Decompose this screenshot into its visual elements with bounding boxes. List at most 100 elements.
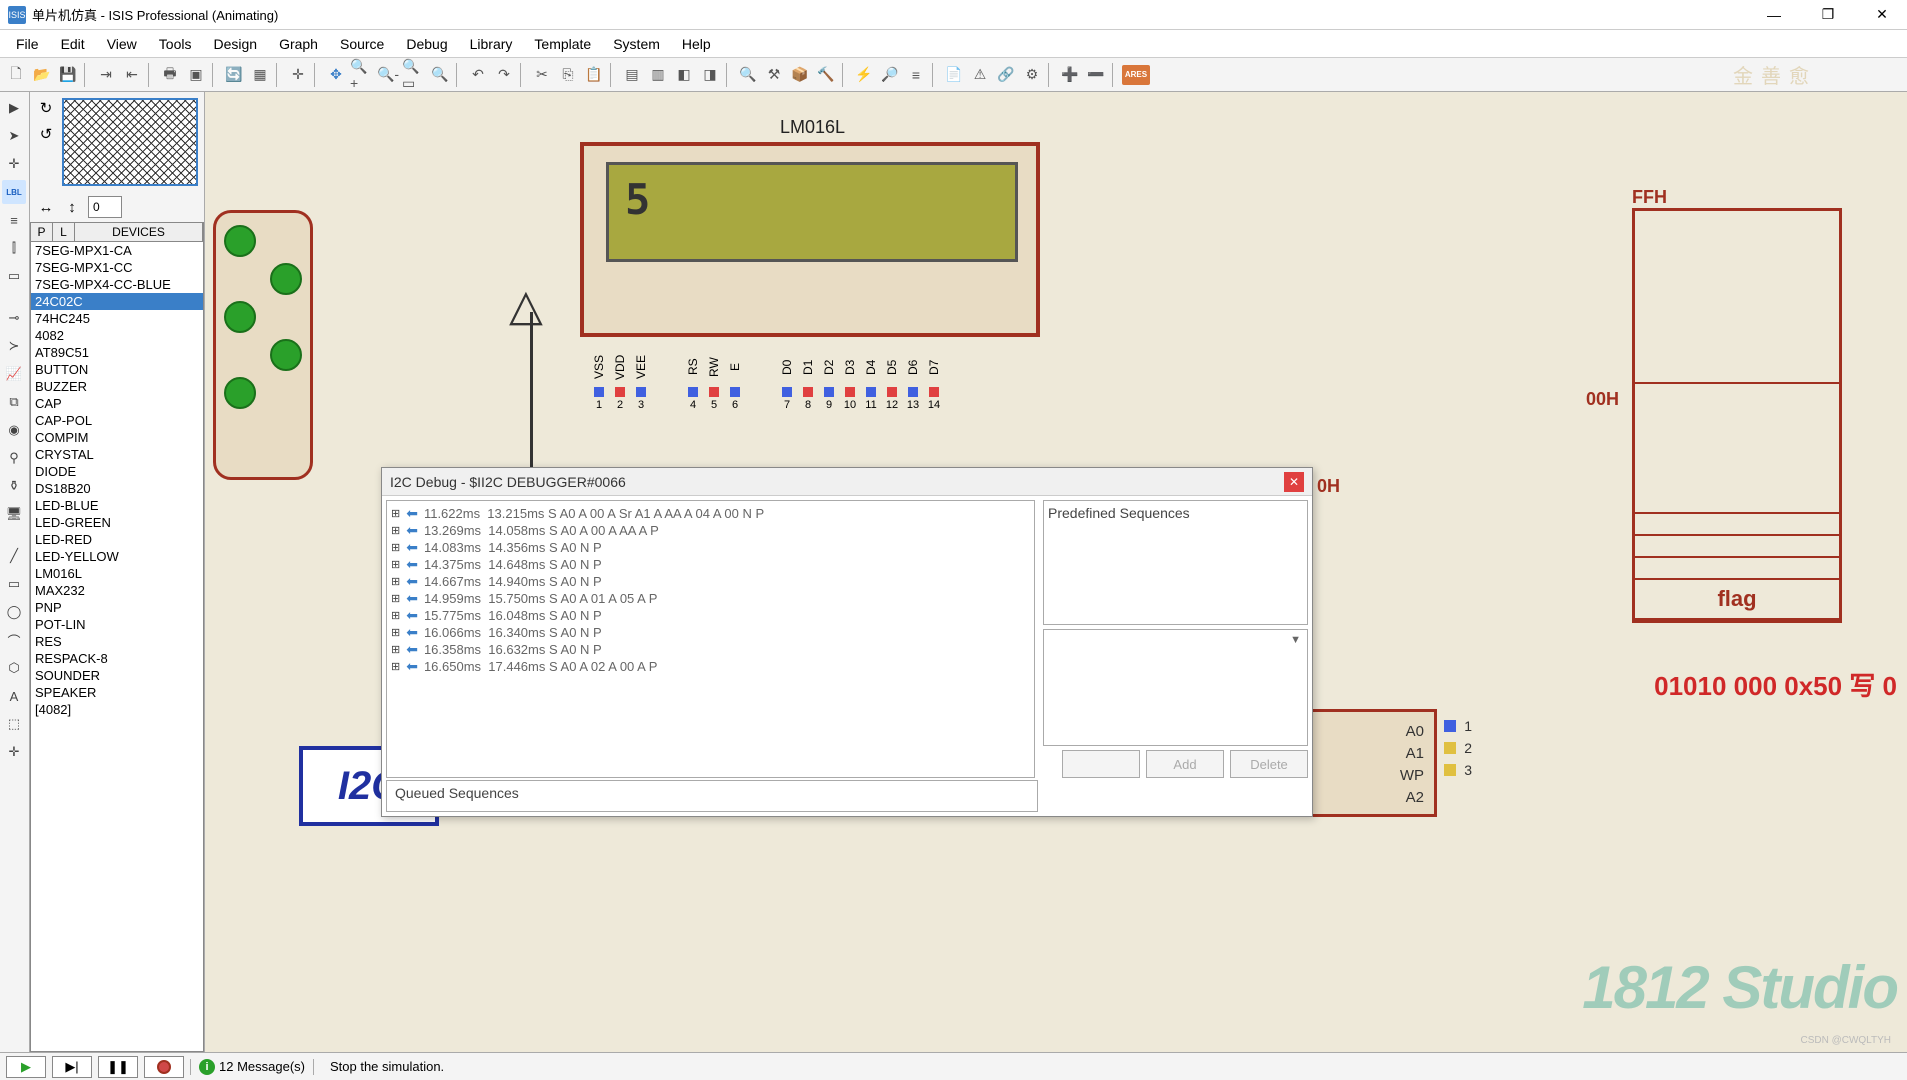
menu-tools[interactable]: Tools — [149, 32, 202, 56]
area-icon[interactable]: ▣ — [184, 63, 208, 87]
log-line[interactable]: ⊞⬅11.622ms 13.215ms S A0 A 00 A Sr A1 A … — [391, 505, 1030, 522]
menu-view[interactable]: View — [97, 32, 147, 56]
sequence-combo[interactable] — [1043, 629, 1308, 746]
device-item[interactable]: RES — [31, 633, 203, 650]
device-item[interactable]: DIODE — [31, 463, 203, 480]
sim-play-button[interactable]: ▶ — [6, 1056, 46, 1078]
package-icon[interactable]: 📦 — [788, 63, 812, 87]
bus-icon[interactable]: ⫿ — [2, 236, 26, 260]
import-icon[interactable]: ⇥ — [94, 63, 118, 87]
message-counter[interactable]: i 12 Message(s) — [190, 1059, 314, 1075]
device-item[interactable]: COMPIM — [31, 429, 203, 446]
line-icon[interactable]: ╱ — [2, 544, 26, 568]
copy-icon[interactable]: ⎘ — [556, 63, 580, 87]
zoom-in-icon[interactable]: 🔍+ — [350, 63, 374, 87]
log-line[interactable]: ⊞⬅14.667ms 14.940ms S A0 N P — [391, 573, 1030, 590]
search-icon[interactable]: 🔎 — [878, 63, 902, 87]
refresh-icon[interactable]: 🔄 — [222, 63, 246, 87]
redo-icon[interactable]: ↷ — [492, 63, 516, 87]
device-item[interactable]: BUTTON — [31, 361, 203, 378]
menu-source[interactable]: Source — [330, 32, 394, 56]
make-icon[interactable]: ⚒ — [762, 63, 786, 87]
zoom-out-icon[interactable]: 🔍- — [376, 63, 400, 87]
device-item[interactable]: PNP — [31, 599, 203, 616]
log-line[interactable]: ⊞⬅16.066ms 16.340ms S A0 N P — [391, 624, 1030, 641]
device-item[interactable]: [4082] — [31, 701, 203, 718]
device-item[interactable]: LED-YELLOW — [31, 548, 203, 565]
cut-icon[interactable]: ✂ — [530, 63, 554, 87]
menu-library[interactable]: Library — [460, 32, 523, 56]
device-item[interactable]: SOUNDER — [31, 667, 203, 684]
ares-icon[interactable]: ARES — [1122, 65, 1150, 85]
device-pin-icon[interactable]: ≻ — [2, 334, 26, 358]
device-item[interactable]: MAX232 — [31, 582, 203, 599]
device-item[interactable]: DS18B20 — [31, 480, 203, 497]
new-icon[interactable]: 🗋 — [4, 63, 28, 87]
text-script-icon[interactable]: ≡ — [2, 208, 26, 232]
decompose-icon[interactable]: 🔨 — [814, 63, 838, 87]
log-line[interactable]: ⊞⬅14.083ms 14.356ms S A0 N P — [391, 539, 1030, 556]
log-line[interactable]: ⊞⬅16.650ms 17.446ms S A0 A 02 A 00 A P — [391, 658, 1030, 675]
menu-system[interactable]: System — [603, 32, 670, 56]
devices-l-col[interactable]: L — [53, 223, 75, 241]
paste-icon[interactable]: 📋 — [582, 63, 606, 87]
queued-sequences-panel[interactable]: Queued Sequences — [386, 780, 1038, 812]
minimize-button[interactable]: — — [1757, 4, 1791, 26]
terminal-icon[interactable]: ⊸ — [2, 306, 26, 330]
remove-sheet-icon[interactable]: ➖ — [1084, 63, 1108, 87]
device-item[interactable]: LM016L — [31, 565, 203, 582]
device-item[interactable]: LED-BLUE — [31, 497, 203, 514]
log-line[interactable]: ⊞⬅13.269ms 14.058ms S A0 A 00 A AA A P — [391, 522, 1030, 539]
save-icon[interactable]: 💾 — [56, 63, 80, 87]
log-line[interactable]: ⊞⬅16.358ms 16.632ms S A0 N P — [391, 641, 1030, 658]
origin-icon[interactable]: ✛ — [286, 63, 310, 87]
open-icon[interactable]: 📂 — [30, 63, 54, 87]
device-item[interactable]: 74HC245 — [31, 310, 203, 327]
symbol-icon[interactable]: ⬚ — [2, 712, 26, 736]
sim-pause-button[interactable]: ❚❚ — [98, 1056, 138, 1078]
text-icon[interactable]: A — [2, 684, 26, 708]
device-item[interactable]: LED-RED — [31, 531, 203, 548]
device-item[interactable]: CAP — [31, 395, 203, 412]
menu-template[interactable]: Template — [524, 32, 601, 56]
menu-graph[interactable]: Graph — [269, 32, 328, 56]
zoom-area-icon[interactable]: 🔍 — [428, 63, 452, 87]
property-icon[interactable]: ≡ — [904, 63, 928, 87]
device-item[interactable]: 4082 — [31, 327, 203, 344]
device-item[interactable]: 24C02C — [31, 293, 203, 310]
generator-icon[interactable]: ◉ — [2, 418, 26, 442]
log-line[interactable]: ⊞⬅15.775ms 16.048ms S A0 N P — [391, 607, 1030, 624]
block-delete-icon[interactable]: ◨ — [698, 63, 722, 87]
overview-map[interactable] — [62, 98, 198, 186]
rotation-input[interactable] — [88, 196, 122, 218]
component-mode-icon[interactable]: ➤ — [2, 124, 26, 148]
delete-button[interactable]: Delete — [1230, 750, 1308, 778]
device-item[interactable]: AT89C51 — [31, 344, 203, 361]
netlist-icon[interactable]: 🔗 — [994, 63, 1018, 87]
block-rotate-icon[interactable]: ◧ — [672, 63, 696, 87]
grid-icon[interactable]: ▦ — [248, 63, 272, 87]
menu-edit[interactable]: Edit — [51, 32, 95, 56]
pick-icon[interactable]: 🔍 — [736, 63, 760, 87]
device-item[interactable]: SPEAKER — [31, 684, 203, 701]
selection-mode-icon[interactable]: ▶ — [2, 96, 26, 120]
print-icon[interactable]: 🖶 — [158, 63, 182, 87]
i2c-debug-close-button[interactable]: ✕ — [1284, 472, 1304, 492]
devices-p-col[interactable]: P — [31, 223, 53, 241]
voltage-probe-icon[interactable]: ⚲ — [2, 446, 26, 470]
close-button[interactable]: ✕ — [1865, 4, 1899, 26]
marker-icon[interactable]: ✛ — [2, 740, 26, 764]
mirror-h-icon[interactable]: ↔ — [36, 197, 56, 217]
device-item[interactable]: 7SEG-MPX1-CC — [31, 259, 203, 276]
label-mode-icon[interactable]: LBL — [2, 180, 26, 204]
export-icon[interactable]: ⇤ — [120, 63, 144, 87]
maximize-button[interactable]: ❐ — [1811, 4, 1845, 26]
device-item[interactable]: CAP-POL — [31, 412, 203, 429]
block-copy-icon[interactable]: ▤ — [620, 63, 644, 87]
mirror-v-icon[interactable]: ↕ — [62, 197, 82, 217]
subcircuit-icon[interactable]: ▭ — [2, 264, 26, 288]
device-item[interactable]: 7SEG-MPX1-CA — [31, 242, 203, 259]
rotate-ccw-icon[interactable]: ↺ — [36, 124, 56, 144]
i2c-log-panel[interactable]: ⊞⬅11.622ms 13.215ms S A0 A 00 A Sr A1 A … — [386, 500, 1035, 778]
devices-list[interactable]: 7SEG-MPX1-CA7SEG-MPX1-CC7SEG-MPX4-CC-BLU… — [30, 242, 204, 1052]
